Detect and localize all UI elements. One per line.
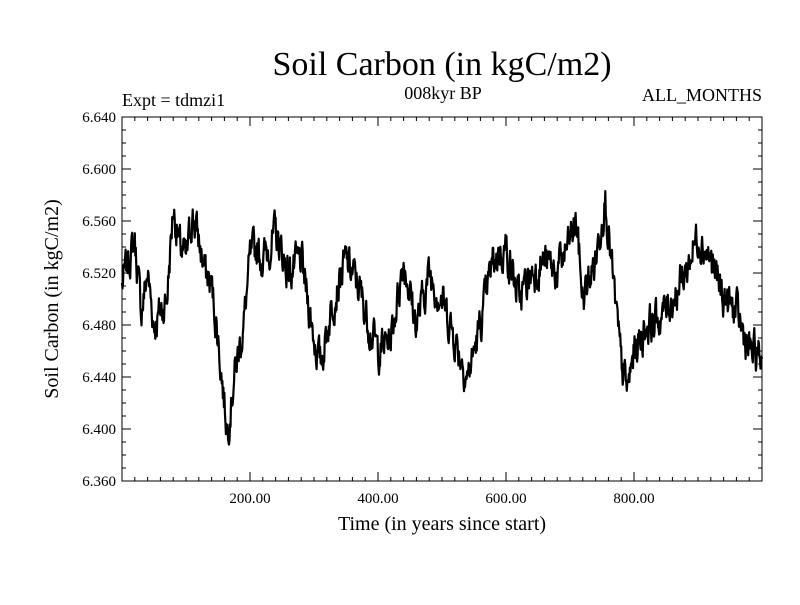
y-tick-label: 6.360 — [82, 474, 116, 490]
x-tick-label: 400.00 — [357, 491, 398, 507]
y-axis-label: Soil Carbon (in kgC/m2) — [41, 199, 63, 398]
tick-labels: 200.00 400.00 600.00 800.00 6.360 6.400 6.440 6… — [82, 110, 654, 507]
plot-frame — [121, 116, 763, 482]
subtitle-months: ALL_MONTHS — [642, 85, 762, 105]
x-axis-label: Time (in years since start) — [338, 513, 546, 535]
y-tick-label: 6.400 — [82, 422, 116, 438]
y-tick-label: 6.480 — [82, 318, 116, 334]
x-tick-label: 200.00 — [229, 491, 270, 507]
y-tick-label: 6.560 — [82, 214, 116, 230]
x-tick-label: 600.00 — [485, 491, 526, 507]
axis-ticks — [122, 117, 762, 481]
subtitle-experiment: Expt = tdmzi1 — [122, 90, 225, 110]
y-tick-label: 6.640 — [82, 110, 116, 126]
y-tick-label: 6.600 — [82, 162, 116, 178]
series-line — [120, 190, 764, 446]
x-tick-label: 800.00 — [613, 491, 654, 507]
y-tick-label: 6.520 — [82, 266, 116, 282]
y-tick-label: 6.440 — [82, 370, 116, 386]
chart-title: Soil Carbon (in kgC/m2) — [272, 46, 611, 83]
subtitle-period: 008kyr BP — [404, 83, 482, 103]
